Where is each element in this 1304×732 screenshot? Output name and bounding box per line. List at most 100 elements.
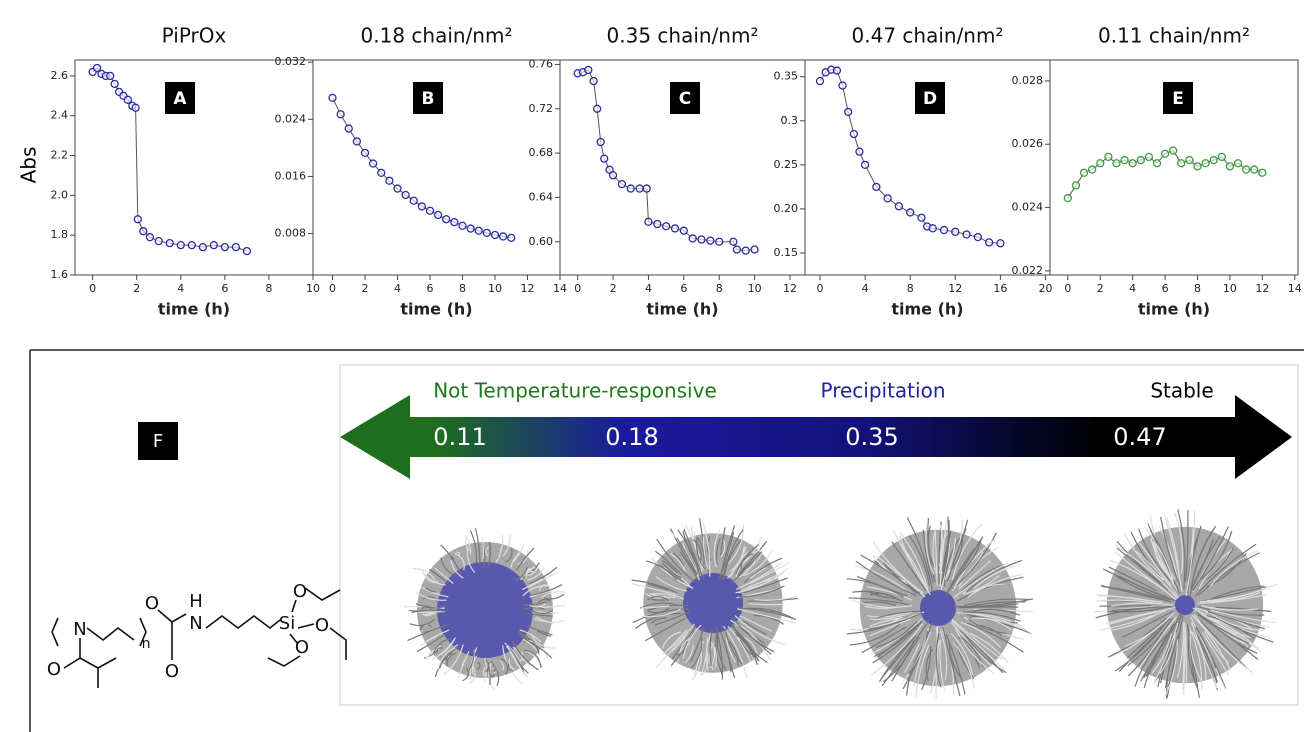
polymer-chain: [709, 629, 713, 667]
bond: [329, 627, 347, 660]
data-point: [242, 246, 252, 256]
y-tick-label: 0.72: [529, 102, 554, 115]
polymer-chain: [648, 593, 676, 599]
polymer-chain: [422, 572, 439, 583]
polymer-chain: [500, 658, 509, 675]
polymer-chain: [1128, 632, 1164, 677]
polymer-chain: [893, 530, 931, 595]
x-tick-label: 16: [993, 282, 1007, 295]
density-label: 0.11: [433, 423, 486, 451]
panel-label: F: [153, 431, 163, 452]
polymer-chain: [671, 632, 689, 652]
polymer-chain: [948, 536, 984, 591]
polymer-chain: [538, 605, 549, 609]
polymer-chain: [507, 663, 513, 672]
data-point: [360, 148, 370, 158]
polymer-chain: [883, 562, 921, 594]
x-tick-label: 0: [329, 282, 336, 295]
x-tick-label: 14: [1288, 282, 1302, 295]
polymer-chain: [1192, 526, 1229, 592]
chart: 0.18 chain/nm² time (h) 0 2 4 6 8 10 12 14 0.008 0.…: [275, 24, 568, 319]
polymer-chain: [1116, 541, 1163, 584]
polymer-chain: [1143, 624, 1175, 679]
polymer-chain: [537, 598, 551, 604]
polymer-chain: [1111, 606, 1160, 612]
polymer-chain: [953, 537, 997, 590]
polymer-chain: [426, 634, 439, 642]
polymer-chain: [1153, 622, 1179, 685]
polymer-chain: [715, 626, 724, 680]
polymer-chain: [734, 615, 786, 646]
polymer-chain: [727, 639, 739, 667]
polymer-chain: [722, 529, 744, 580]
data-point: [1177, 159, 1186, 168]
polymer-chain: [526, 567, 545, 581]
polymer-chain: [715, 538, 721, 565]
data-point: [906, 208, 915, 217]
data-point: [409, 196, 418, 205]
polymer-chain: [720, 631, 732, 673]
bond: [63, 638, 81, 669]
polymer-chain: [1189, 629, 1202, 682]
y-tick-label: 0.3: [781, 114, 799, 127]
polymer-chain: [519, 658, 524, 662]
polymer-chain: [647, 596, 669, 602]
data-line: [332, 97, 512, 239]
polymer-chain: [654, 611, 691, 626]
polymer-chain: [922, 529, 934, 583]
y-tick-label: 0.024: [1012, 201, 1044, 214]
polymer-chain: [748, 567, 766, 580]
polymer-chain: [950, 632, 974, 676]
atom-label: N: [73, 619, 86, 640]
x-tick-label: 8: [459, 282, 466, 295]
annotation-box: [413, 82, 443, 114]
schematic: Not Temperature-responsive Precipitation S…: [403, 379, 1278, 699]
data-point: [145, 233, 155, 242]
x-tick-label: 8: [716, 282, 723, 295]
micelle-core: [920, 590, 956, 626]
x-tick-label: 4: [394, 282, 401, 295]
x-tick-label: 12: [948, 282, 962, 295]
polymer-chain: [526, 625, 553, 636]
polymer-chain: [1194, 610, 1263, 653]
polymer-chain: [693, 640, 704, 676]
data-point: [1201, 159, 1210, 168]
polymer-chain: [743, 551, 763, 572]
polymer-chain: [1114, 544, 1178, 599]
polymer-chain: [487, 541, 492, 567]
polymer-chain: [1124, 612, 1175, 648]
chart: 0.35 chain/nm² time (h) 0 2 4 6 8 10 12 0.60 0.64 0…: [529, 24, 806, 319]
polymer-chain: [976, 617, 1032, 634]
polymer-chain: [935, 633, 942, 688]
y-tick-label: 2.6: [51, 69, 69, 82]
polymer-chain: [932, 528, 938, 575]
polymer-chain: [1207, 588, 1267, 602]
data-point: [688, 234, 697, 243]
polymer-chain: [860, 601, 897, 607]
polymer-chain: [1190, 621, 1218, 689]
data-point: [425, 206, 435, 215]
polymer-chain: [531, 634, 556, 649]
polymer-chain: [737, 608, 797, 624]
data-point: [894, 202, 904, 211]
polymer-chain: [954, 627, 996, 675]
polymer-chain: [754, 614, 784, 625]
polymer-chain: [942, 627, 961, 697]
polymer-chain: [861, 626, 907, 654]
polymer-chain: [906, 517, 934, 592]
data-point: [344, 124, 353, 133]
polymer-chain: [1213, 616, 1274, 643]
polymer-chain: [529, 603, 547, 608]
atom-label: O: [145, 593, 159, 614]
polymer-chain: [967, 583, 1005, 598]
data-point: [176, 240, 185, 250]
x-axis-label: time (h): [1138, 300, 1210, 319]
polymer-chain: [1108, 566, 1158, 592]
polymer-chain: [944, 537, 957, 580]
polymer-chain: [957, 636, 981, 668]
polymer-chain: [1177, 509, 1186, 590]
polymer-chain: [679, 550, 700, 582]
polymer-chain: [939, 639, 946, 692]
polymer-chain: [669, 552, 686, 572]
data-point: [844, 107, 853, 117]
